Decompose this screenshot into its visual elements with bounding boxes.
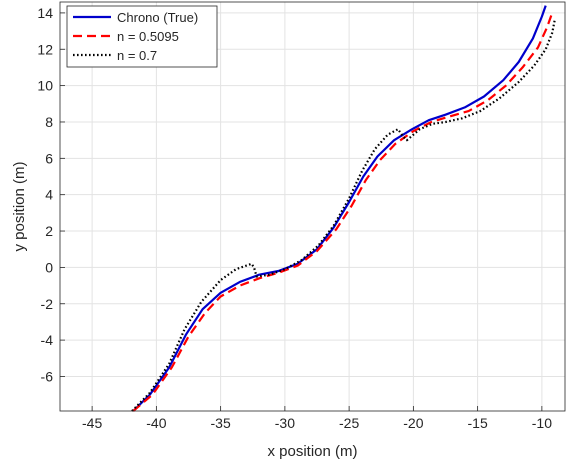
y-axis-label: y position (m) xyxy=(11,161,28,251)
legend: Chrono (True) n = 0.5095 n = 0.7 xyxy=(66,5,218,68)
series-line xyxy=(132,5,547,412)
y-tick-label: 6 xyxy=(45,150,53,166)
y-tick-label: -2 xyxy=(41,296,54,312)
x-tick-label: -45 xyxy=(82,415,102,431)
legend-label: Chrono (True) xyxy=(117,10,198,25)
x-axis-label: x position (m) xyxy=(267,443,357,460)
x-tick-label: -30 xyxy=(275,415,295,431)
x-tick-label: -20 xyxy=(403,415,423,431)
x-tick-label: -15 xyxy=(468,415,488,431)
y-tick-label: -4 xyxy=(41,332,54,348)
x-tick-label: -35 xyxy=(211,415,231,431)
x-tick-label: -10 xyxy=(532,415,552,431)
axes-background xyxy=(60,2,565,411)
x-tick-label: -25 xyxy=(339,415,359,431)
y-tick-label: 2 xyxy=(45,223,53,239)
series-layer xyxy=(131,5,556,412)
axes-frame xyxy=(59,1,566,412)
x-tick-label: -40 xyxy=(146,415,166,431)
y-tick-label: 12 xyxy=(37,41,53,57)
legend-label: n = 0.5095 xyxy=(117,29,179,44)
grid xyxy=(60,2,565,411)
y-tick-label: 4 xyxy=(45,187,53,203)
series-line xyxy=(131,19,556,412)
y-tick-label: 0 xyxy=(45,259,53,275)
series-line xyxy=(132,12,554,412)
y-tick-label: 14 xyxy=(37,5,53,21)
y-tick-label: -6 xyxy=(41,368,54,384)
plot-area: -45 -40 -35 -30 -25 -20 -15 -10-6-4-20246810121… xyxy=(37,1,566,431)
y-tick-label: 10 xyxy=(37,78,53,94)
ticks: -45 -40 -35 -30 -25 -20 -15 -10-6-4-20246810121… xyxy=(37,5,552,431)
y-tick-label: 8 xyxy=(45,114,53,130)
legend-label: n = 0.7 xyxy=(117,48,157,63)
